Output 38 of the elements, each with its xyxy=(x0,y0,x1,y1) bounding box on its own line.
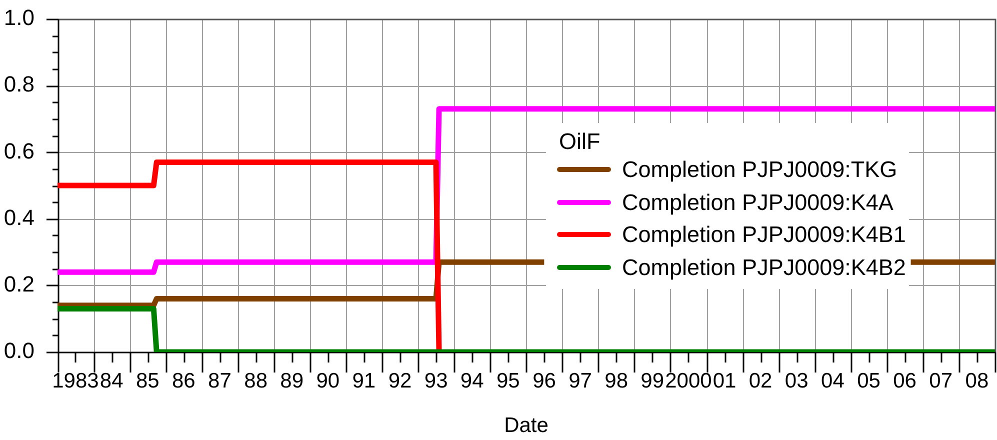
x-tick-label: 84 xyxy=(100,369,124,392)
legend-label: Completion PJPJ0009:TKG xyxy=(622,156,898,182)
legend-label: Completion PJPJ0009:K4B2 xyxy=(622,254,906,280)
x-tick-label: 86 xyxy=(172,369,196,392)
y-tick-label: 0.0 xyxy=(4,338,34,364)
x-tick-label: 06 xyxy=(893,369,916,392)
x-tick-label: 87 xyxy=(208,369,232,392)
x-tick-label: 01 xyxy=(712,369,736,392)
x-tick-label: 94 xyxy=(460,369,484,392)
y-tick-label: 0.8 xyxy=(4,72,34,97)
y-tick-label: 0.4 xyxy=(4,204,34,230)
x-tick-label: 03 xyxy=(784,369,808,392)
x-tick-label: 91 xyxy=(352,369,376,392)
x-tick-label: 08 xyxy=(965,369,989,392)
x-tick-label: 04 xyxy=(821,369,845,392)
y-tick-label: 0.6 xyxy=(4,138,34,164)
legend-label: Completion PJPJ0009:K4A xyxy=(622,190,894,215)
x-tick-label: 85 xyxy=(136,369,160,392)
x-tick-label: 88 xyxy=(244,369,268,392)
x-tick-label: 05 xyxy=(857,369,880,392)
x-tick-label: 98 xyxy=(604,369,628,392)
y-tick-label: 0.2 xyxy=(4,271,34,296)
x-tick-label: 96 xyxy=(532,369,556,392)
y-tick-label: 1.0 xyxy=(4,5,34,30)
x-tick-label: 97 xyxy=(568,369,592,392)
x-tick-label: 2000 xyxy=(665,369,712,392)
legend-title: OilF xyxy=(559,129,600,154)
x-tick-label: 92 xyxy=(388,369,412,392)
x-tick-label: 07 xyxy=(929,369,952,392)
legend-label: Completion PJPJ0009:K4B1 xyxy=(622,222,906,248)
x-tick-label: 90 xyxy=(316,369,340,392)
x-tick-label: 02 xyxy=(748,369,772,392)
x-tick-label: 95 xyxy=(496,369,520,392)
x-tick-label: 89 xyxy=(280,369,304,392)
x-tick-label: 99 xyxy=(640,369,664,392)
x-axis-title: Date xyxy=(504,414,548,438)
x-tick-label: 1983 xyxy=(52,369,99,392)
x-tick-label: 93 xyxy=(424,369,448,392)
